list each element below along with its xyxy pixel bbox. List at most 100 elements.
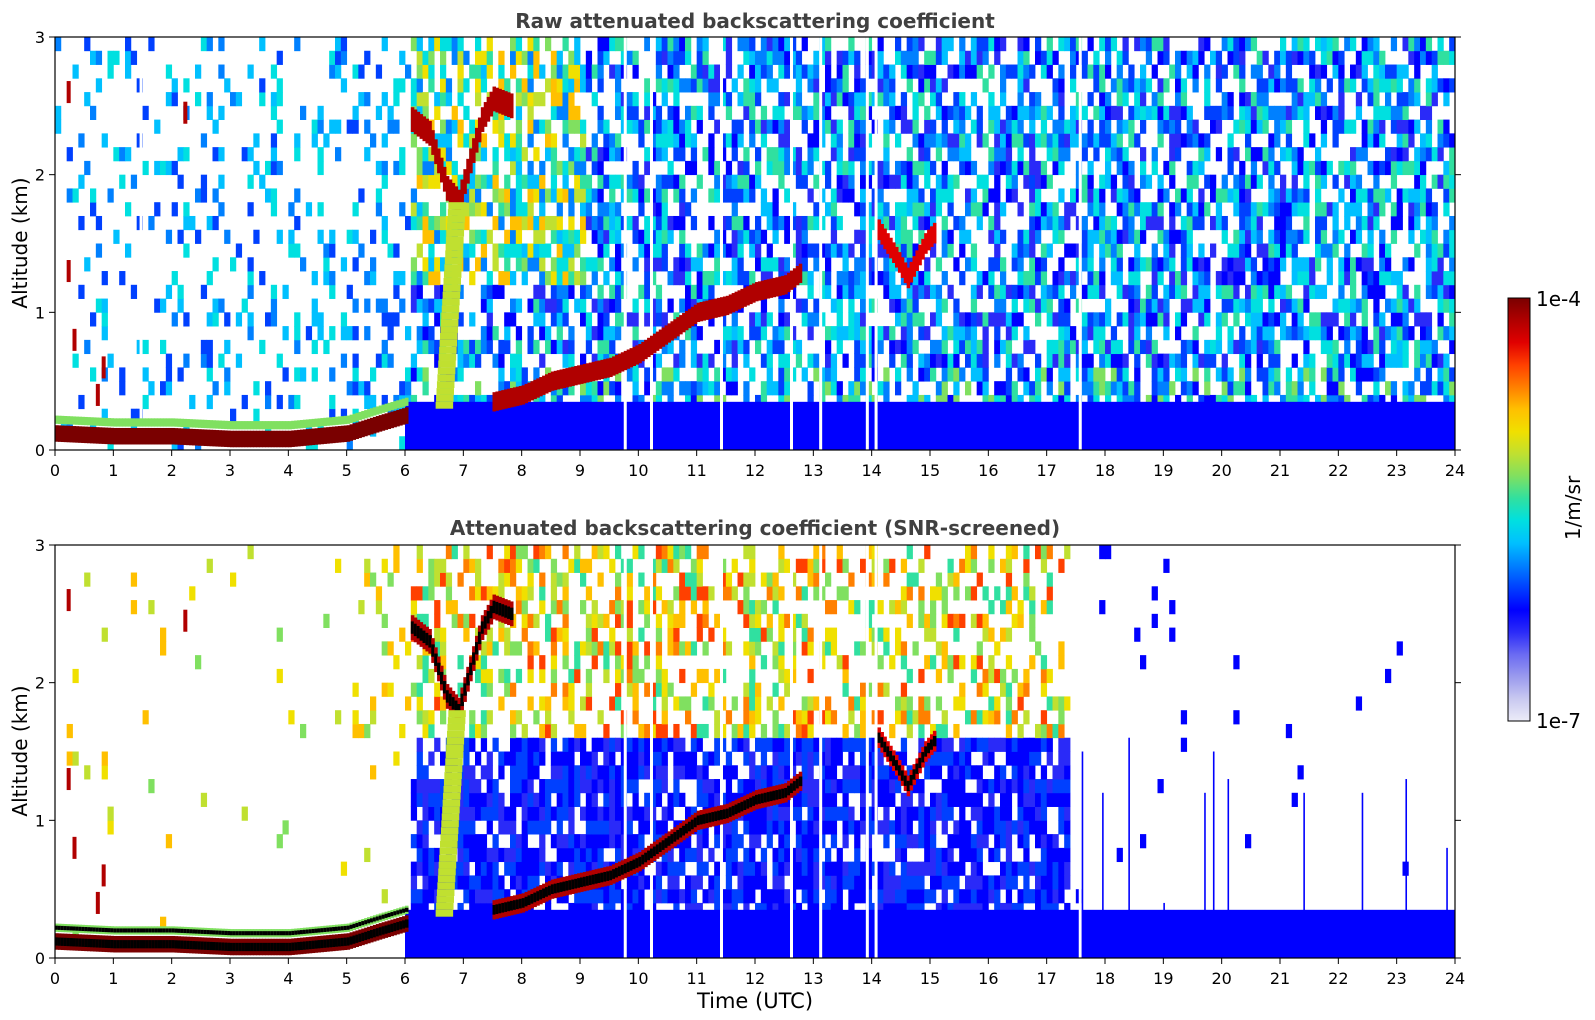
- heatmap-cell: [766, 119, 773, 134]
- rising-layer: [772, 277, 777, 298]
- heatmap-cell: [1221, 37, 1228, 52]
- heatmap-cell: [1350, 147, 1357, 162]
- heatmap-cell: [1058, 119, 1065, 134]
- heatmap-cell: [556, 257, 563, 272]
- heatmap-cell: [160, 916, 167, 931]
- boundary-layer: [116, 427, 120, 445]
- rising-layer: [760, 280, 765, 300]
- heatmap-cell: [784, 92, 791, 107]
- heatmap-cell: [492, 641, 499, 656]
- heatmap-cell: [539, 326, 546, 341]
- heatmap-cell: [988, 37, 995, 52]
- boundary-layer: [390, 411, 394, 429]
- heatmap-cell: [492, 326, 499, 341]
- heatmap-cell: [1250, 257, 1258, 272]
- heatmap-cell: [1361, 188, 1368, 203]
- heatmap-cell: [1344, 312, 1351, 327]
- heatmap-cell: [381, 889, 388, 904]
- heatmap-cell: [760, 37, 768, 52]
- boundary-layer: [297, 429, 301, 447]
- heatmap-cell: [1256, 298, 1263, 313]
- heatmap-cell: [1309, 50, 1316, 65]
- heatmap-cell: [1134, 353, 1141, 368]
- heatmap-cell: [1017, 37, 1024, 52]
- cloud-layer: [413, 109, 418, 135]
- heatmap-cell: [527, 37, 534, 52]
- heatmap-cell: [1437, 326, 1444, 341]
- heatmap-cell: [364, 723, 371, 739]
- heatmap-cell: [1000, 381, 1007, 396]
- heatmap-cell: [801, 215, 808, 231]
- heatmap-cell: [504, 861, 511, 876]
- boundary-layer: [180, 428, 184, 445]
- heatmap-cell: [504, 78, 511, 93]
- heatmap-cell: [1192, 298, 1199, 313]
- heatmap-cell: [1134, 257, 1141, 272]
- heatmap-cell: [1058, 78, 1065, 93]
- heatmap-cell: [667, 133, 674, 148]
- boundary-layer-top: [92, 417, 97, 426]
- heatmap-cell: [860, 105, 867, 120]
- heatmap-cell: [935, 50, 943, 65]
- heatmap-cell: [393, 92, 400, 107]
- heatmap-cell: [1350, 202, 1357, 217]
- heatmap-cell: [865, 64, 873, 79]
- heatmap-cell: [883, 367, 890, 382]
- heatmap-cell: [1390, 37, 1398, 52]
- heatmap-cell: [1005, 284, 1013, 299]
- heatmap-cell: [1280, 37, 1287, 52]
- heatmap-cell: [550, 861, 558, 876]
- heatmap-cell: [1052, 92, 1059, 107]
- heatmap-cell: [340, 37, 348, 52]
- heatmap-cell: [1256, 202, 1263, 217]
- heatmap-cell: [918, 92, 925, 107]
- heatmap-cell: [486, 586, 493, 601]
- heatmap-cell: [655, 174, 663, 189]
- heatmap-cell: [766, 50, 773, 65]
- heatmap-cell: [976, 353, 983, 368]
- heatmap-cell: [533, 37, 540, 52]
- cloud-layer: [492, 86, 497, 112]
- heatmap-cell: [1163, 188, 1170, 203]
- heatmap-cell: [813, 50, 820, 65]
- heatmap-cell: [615, 78, 622, 93]
- heatmap-cell: [200, 353, 208, 368]
- heatmap-cell: [965, 147, 972, 162]
- heatmap-cell: [585, 312, 593, 327]
- heatmap-cell: [580, 174, 587, 189]
- heatmap-cell: [970, 367, 978, 382]
- heatmap-cell: [842, 188, 849, 203]
- boundary-layer: [230, 430, 234, 448]
- heatmap-cell: [609, 229, 616, 244]
- heatmap-cell: [422, 668, 429, 684]
- heatmap-cell: [895, 215, 902, 231]
- heatmap-cell: [1210, 353, 1217, 368]
- heatmap-cell: [1035, 367, 1042, 382]
- heatmap-cell: [1443, 50, 1450, 65]
- heatmap-cell: [224, 312, 231, 327]
- heatmap-cell: [644, 229, 651, 244]
- cloud-layer: [918, 244, 922, 266]
- x-tick-label: 23: [1386, 461, 1406, 480]
- heatmap-cell: [486, 820, 493, 835]
- heatmap-cell: [679, 133, 686, 148]
- heatmap-cell: [626, 92, 633, 107]
- heatmap-cell: [521, 613, 528, 628]
- heatmap-cell: [539, 572, 546, 587]
- boundary-layer-top: [358, 411, 362, 421]
- heatmap-cell: [1373, 64, 1380, 79]
- heatmap-cell: [1151, 284, 1158, 299]
- heatmap-cell: [1355, 298, 1363, 313]
- heatmap-cell: [329, 64, 336, 79]
- heatmap-cell: [492, 119, 499, 134]
- heatmap-cell: [1215, 339, 1223, 355]
- heatmap-cell: [790, 284, 797, 299]
- heatmap-cell: [953, 257, 960, 272]
- heatmap-cell: [545, 243, 552, 258]
- heatmap-cell: [597, 147, 604, 162]
- heatmap-cell: [1099, 271, 1106, 286]
- heatmap-cell: [317, 160, 324, 176]
- heatmap-cell: [877, 188, 884, 203]
- heatmap-cell: [294, 147, 301, 162]
- heatmap-cell: [667, 381, 674, 396]
